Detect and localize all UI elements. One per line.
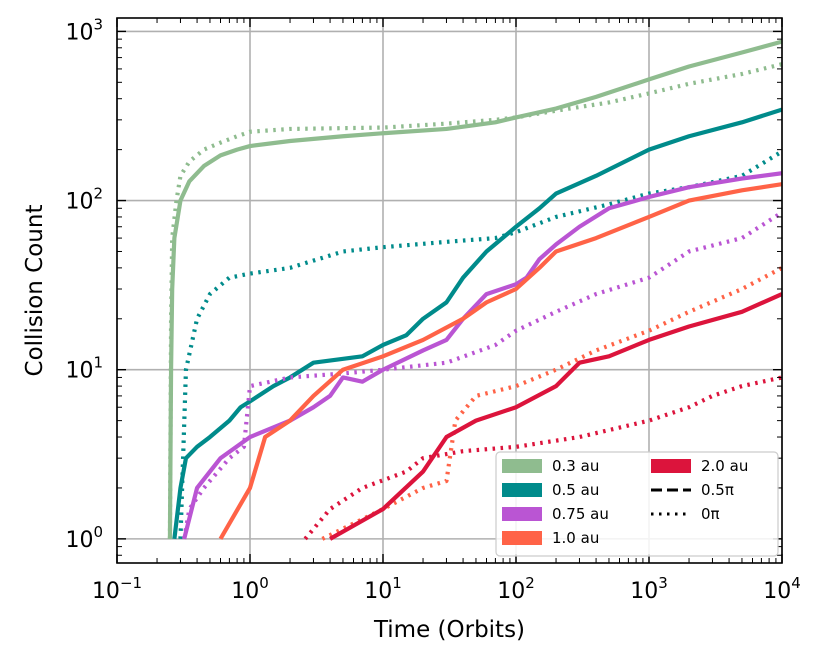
plot-frame xyxy=(116,17,783,564)
y-tick-label: 103 xyxy=(65,15,103,45)
legend-label: 1.0 au xyxy=(552,529,599,547)
series-line xyxy=(182,171,782,540)
legend: 0.3 au 0.5 au 0.75 au 1.0 au 2.0 au 0.5π 0π xyxy=(495,451,779,557)
legend-swatch xyxy=(651,459,691,473)
legend-swatch xyxy=(502,531,542,545)
legend-label: 0.3 au xyxy=(552,457,599,475)
series-line xyxy=(182,210,782,540)
legend-swatch xyxy=(502,459,542,473)
ticks xyxy=(116,18,783,563)
legend-label: 0.5 au xyxy=(552,481,599,499)
legend-box xyxy=(495,451,779,557)
legend-label: 0.75 au xyxy=(552,505,609,523)
legend-label: 0π xyxy=(701,505,720,523)
legend-label: 2.0 au xyxy=(701,457,748,475)
y-tick-label: 100 xyxy=(65,523,103,553)
legend-swatch xyxy=(502,507,542,521)
legend-label: 0.5π xyxy=(701,481,734,499)
y-tick-label: 101 xyxy=(65,354,103,384)
series-line xyxy=(218,182,782,540)
series-line xyxy=(167,39,782,539)
y-tick-label: 102 xyxy=(65,185,103,215)
x-axis-label: Time (Orbits) xyxy=(373,617,525,643)
series-layer xyxy=(167,39,782,541)
y-tick-labels: 100 101 102 103 xyxy=(65,15,103,552)
y-axis-label: Collision Count xyxy=(22,205,48,377)
series-line xyxy=(321,266,782,541)
series-line xyxy=(329,292,782,541)
legend-swatch xyxy=(502,483,542,497)
series-line xyxy=(172,107,782,540)
